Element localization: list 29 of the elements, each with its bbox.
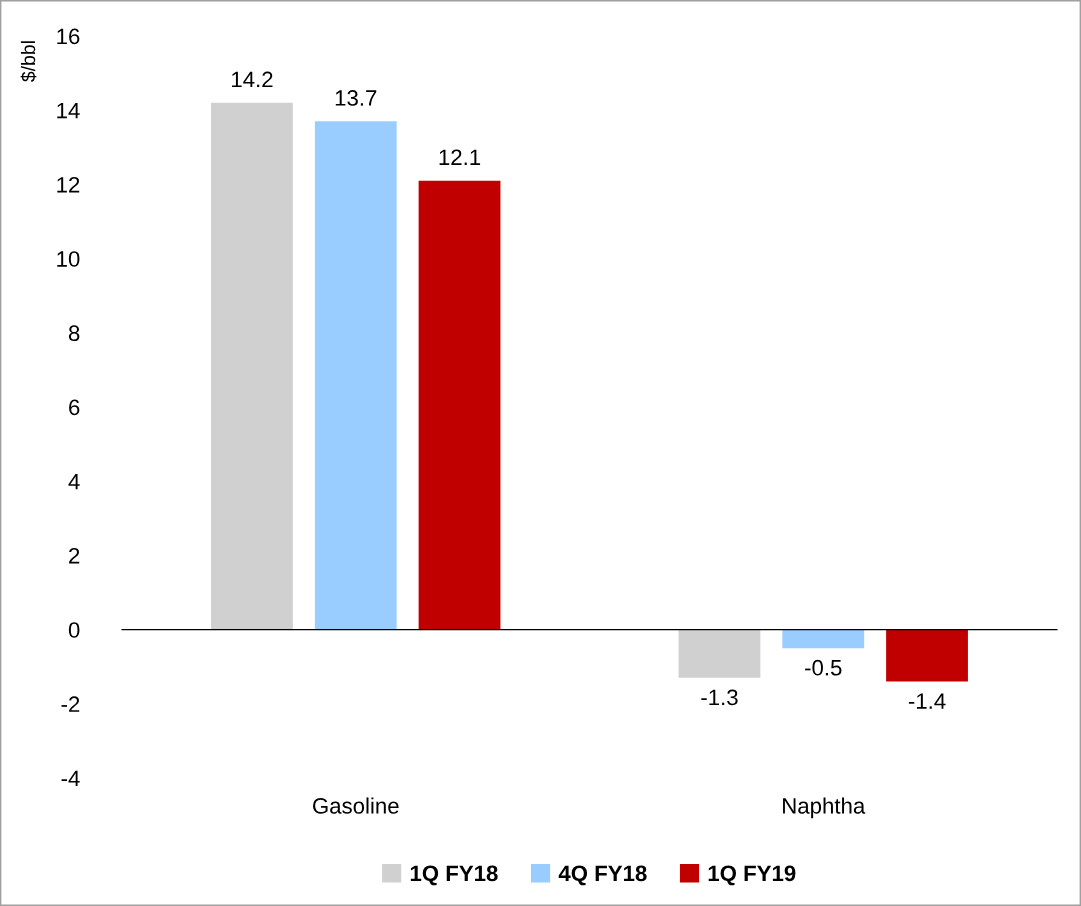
y-tick-label: -2 xyxy=(61,696,80,712)
x-tick-label: Naphtha xyxy=(783,797,866,819)
bar xyxy=(782,629,865,649)
y-tick-label: 6 xyxy=(69,399,80,416)
data-label: 12.1 xyxy=(439,149,481,165)
y-tick-label: 12 xyxy=(57,176,80,193)
y-tick-label: 2 xyxy=(69,547,80,564)
legend-label: 1Q FY19 xyxy=(708,865,796,886)
bar xyxy=(678,629,761,678)
y-tick-label: 14 xyxy=(57,102,80,119)
legend-label: 1Q FY18 xyxy=(410,865,498,886)
y-tick-label: -4 xyxy=(61,770,80,787)
legend-label: 4Q FY18 xyxy=(558,865,647,886)
data-label: -1.3 xyxy=(701,689,738,706)
data-label: -1.4 xyxy=(908,693,946,709)
y-tick-label: 10 xyxy=(57,251,80,267)
y-tick-label: 4 xyxy=(68,473,80,490)
y-tick-label: 16 xyxy=(57,28,80,45)
data-label: -0.5 xyxy=(805,659,842,676)
bar xyxy=(314,121,397,630)
x-tick-label: Gasoline xyxy=(313,797,399,814)
y-tick-label: 8 xyxy=(68,325,80,342)
data-label: 14.2 xyxy=(232,71,273,88)
y-axis-title: $/bbl xyxy=(20,41,37,82)
y-tick-label: 0 xyxy=(68,622,80,638)
data-label: 13.7 xyxy=(335,90,377,106)
bar xyxy=(886,629,968,682)
bar xyxy=(211,102,293,630)
bar xyxy=(418,180,501,630)
